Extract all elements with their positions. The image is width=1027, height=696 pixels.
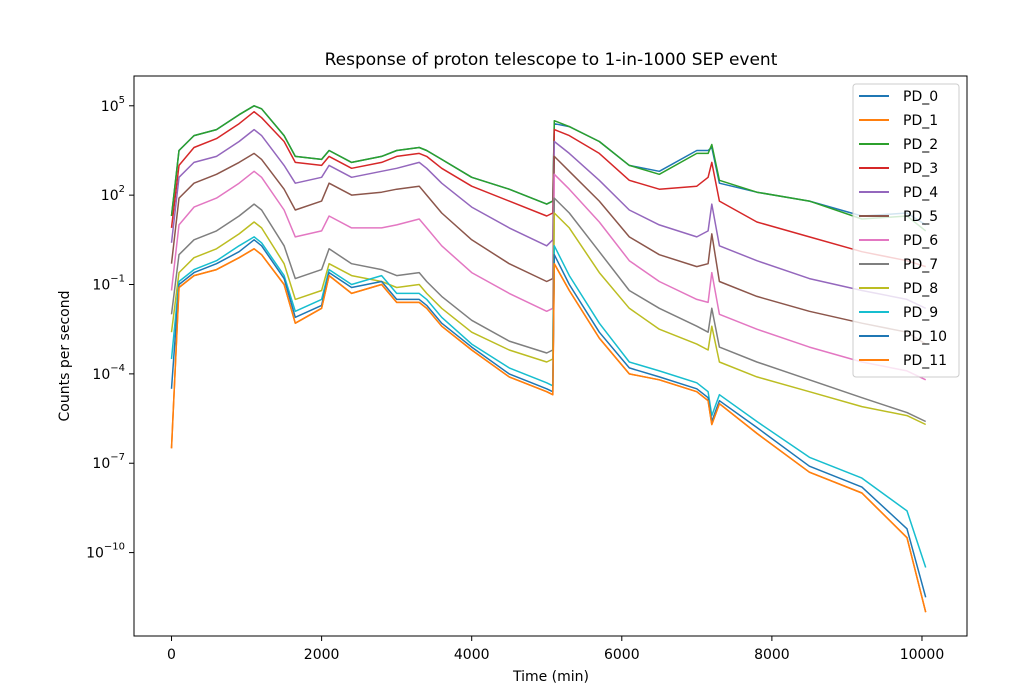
y-tick-exponent: −10 bbox=[104, 542, 125, 553]
series-line-pd-4 bbox=[170, 128, 927, 309]
x-axis-label: Time (min) bbox=[512, 669, 589, 685]
legend-label: PD_9 bbox=[903, 305, 938, 321]
series-line-pd-1 bbox=[170, 248, 927, 613]
legend-box bbox=[852, 83, 960, 378]
chart-title: Response of proton telescope to 1-in-100… bbox=[325, 50, 778, 70]
legend-label: PD_2 bbox=[903, 137, 938, 153]
y-tick-label: 10−4 bbox=[92, 363, 125, 383]
y-tick-base: 10 bbox=[101, 99, 119, 115]
legend-label: PD_8 bbox=[903, 281, 938, 297]
legend-label: PD_10 bbox=[903, 329, 947, 345]
series-line-pd-2 bbox=[170, 105, 927, 232]
y-tick-base: 10 bbox=[92, 278, 110, 294]
x-tick-label: 8000 bbox=[754, 647, 790, 663]
y-tick-label: 102 bbox=[101, 184, 125, 204]
x-tick-label: 4000 bbox=[454, 647, 490, 663]
legend-label: PD_0 bbox=[903, 89, 938, 105]
y-tick-base: 10 bbox=[92, 456, 110, 472]
series-line-pd-7 bbox=[170, 197, 927, 423]
y-tick-label: 10−7 bbox=[92, 452, 125, 472]
legend-label: PD_6 bbox=[903, 233, 938, 249]
series-layer bbox=[170, 105, 927, 613]
legend-label: PD_11 bbox=[903, 353, 947, 369]
y-tick-exponent: 5 bbox=[119, 95, 125, 106]
x-tick-label: 10000 bbox=[900, 647, 945, 663]
x-tick-label: 0 bbox=[167, 647, 176, 663]
plot-area bbox=[133, 75, 968, 637]
legend-label: PD_4 bbox=[903, 185, 938, 201]
series-line-pd-6 bbox=[170, 170, 927, 381]
y-tick-exponent: −4 bbox=[110, 363, 125, 374]
series-line-pd-9 bbox=[170, 236, 927, 568]
plot-frame bbox=[133, 75, 968, 637]
y-tick-exponent: −7 bbox=[110, 452, 125, 463]
y-tick-label: 10−1 bbox=[92, 274, 125, 294]
y-tick-base: 10 bbox=[92, 367, 110, 383]
series-line-pd-10 bbox=[170, 239, 927, 598]
x-axis: 0 2000 4000 6000 8000 10000 bbox=[167, 636, 944, 663]
legend-label: PD_3 bbox=[903, 161, 938, 177]
series-line-pd-5 bbox=[170, 152, 927, 345]
legend-items: PD_0 PD_1 PD_2 PD_3 PD_4 PD_5 PD_6 PD_7 PD_8 PD_9… bbox=[859, 89, 947, 369]
series-line-pd-3 bbox=[170, 110, 926, 268]
y-axis-label: Counts per second bbox=[57, 291, 73, 422]
series-line-pd-8 bbox=[170, 212, 927, 426]
y-tick-exponent: −1 bbox=[110, 274, 125, 285]
legend-label: PD_5 bbox=[903, 209, 938, 225]
y-tick-base: 10 bbox=[86, 546, 104, 562]
x-tick-label: 2000 bbox=[304, 647, 340, 663]
legend: PD_0 PD_1 PD_2 PD_3 PD_4 PD_5 PD_6 PD_7 PD_8 PD_9… bbox=[852, 83, 960, 378]
legend-label: PD_1 bbox=[903, 113, 938, 129]
legend-label: PD_7 bbox=[903, 257, 938, 273]
x-tick-label: 6000 bbox=[604, 647, 640, 663]
y-tick-label: 105 bbox=[101, 95, 125, 115]
series-line-pd-11 bbox=[170, 248, 927, 613]
y-tick-exponent: 2 bbox=[119, 184, 125, 195]
y-tick-base: 10 bbox=[101, 188, 119, 204]
y-tick-label: 10−10 bbox=[86, 542, 125, 562]
